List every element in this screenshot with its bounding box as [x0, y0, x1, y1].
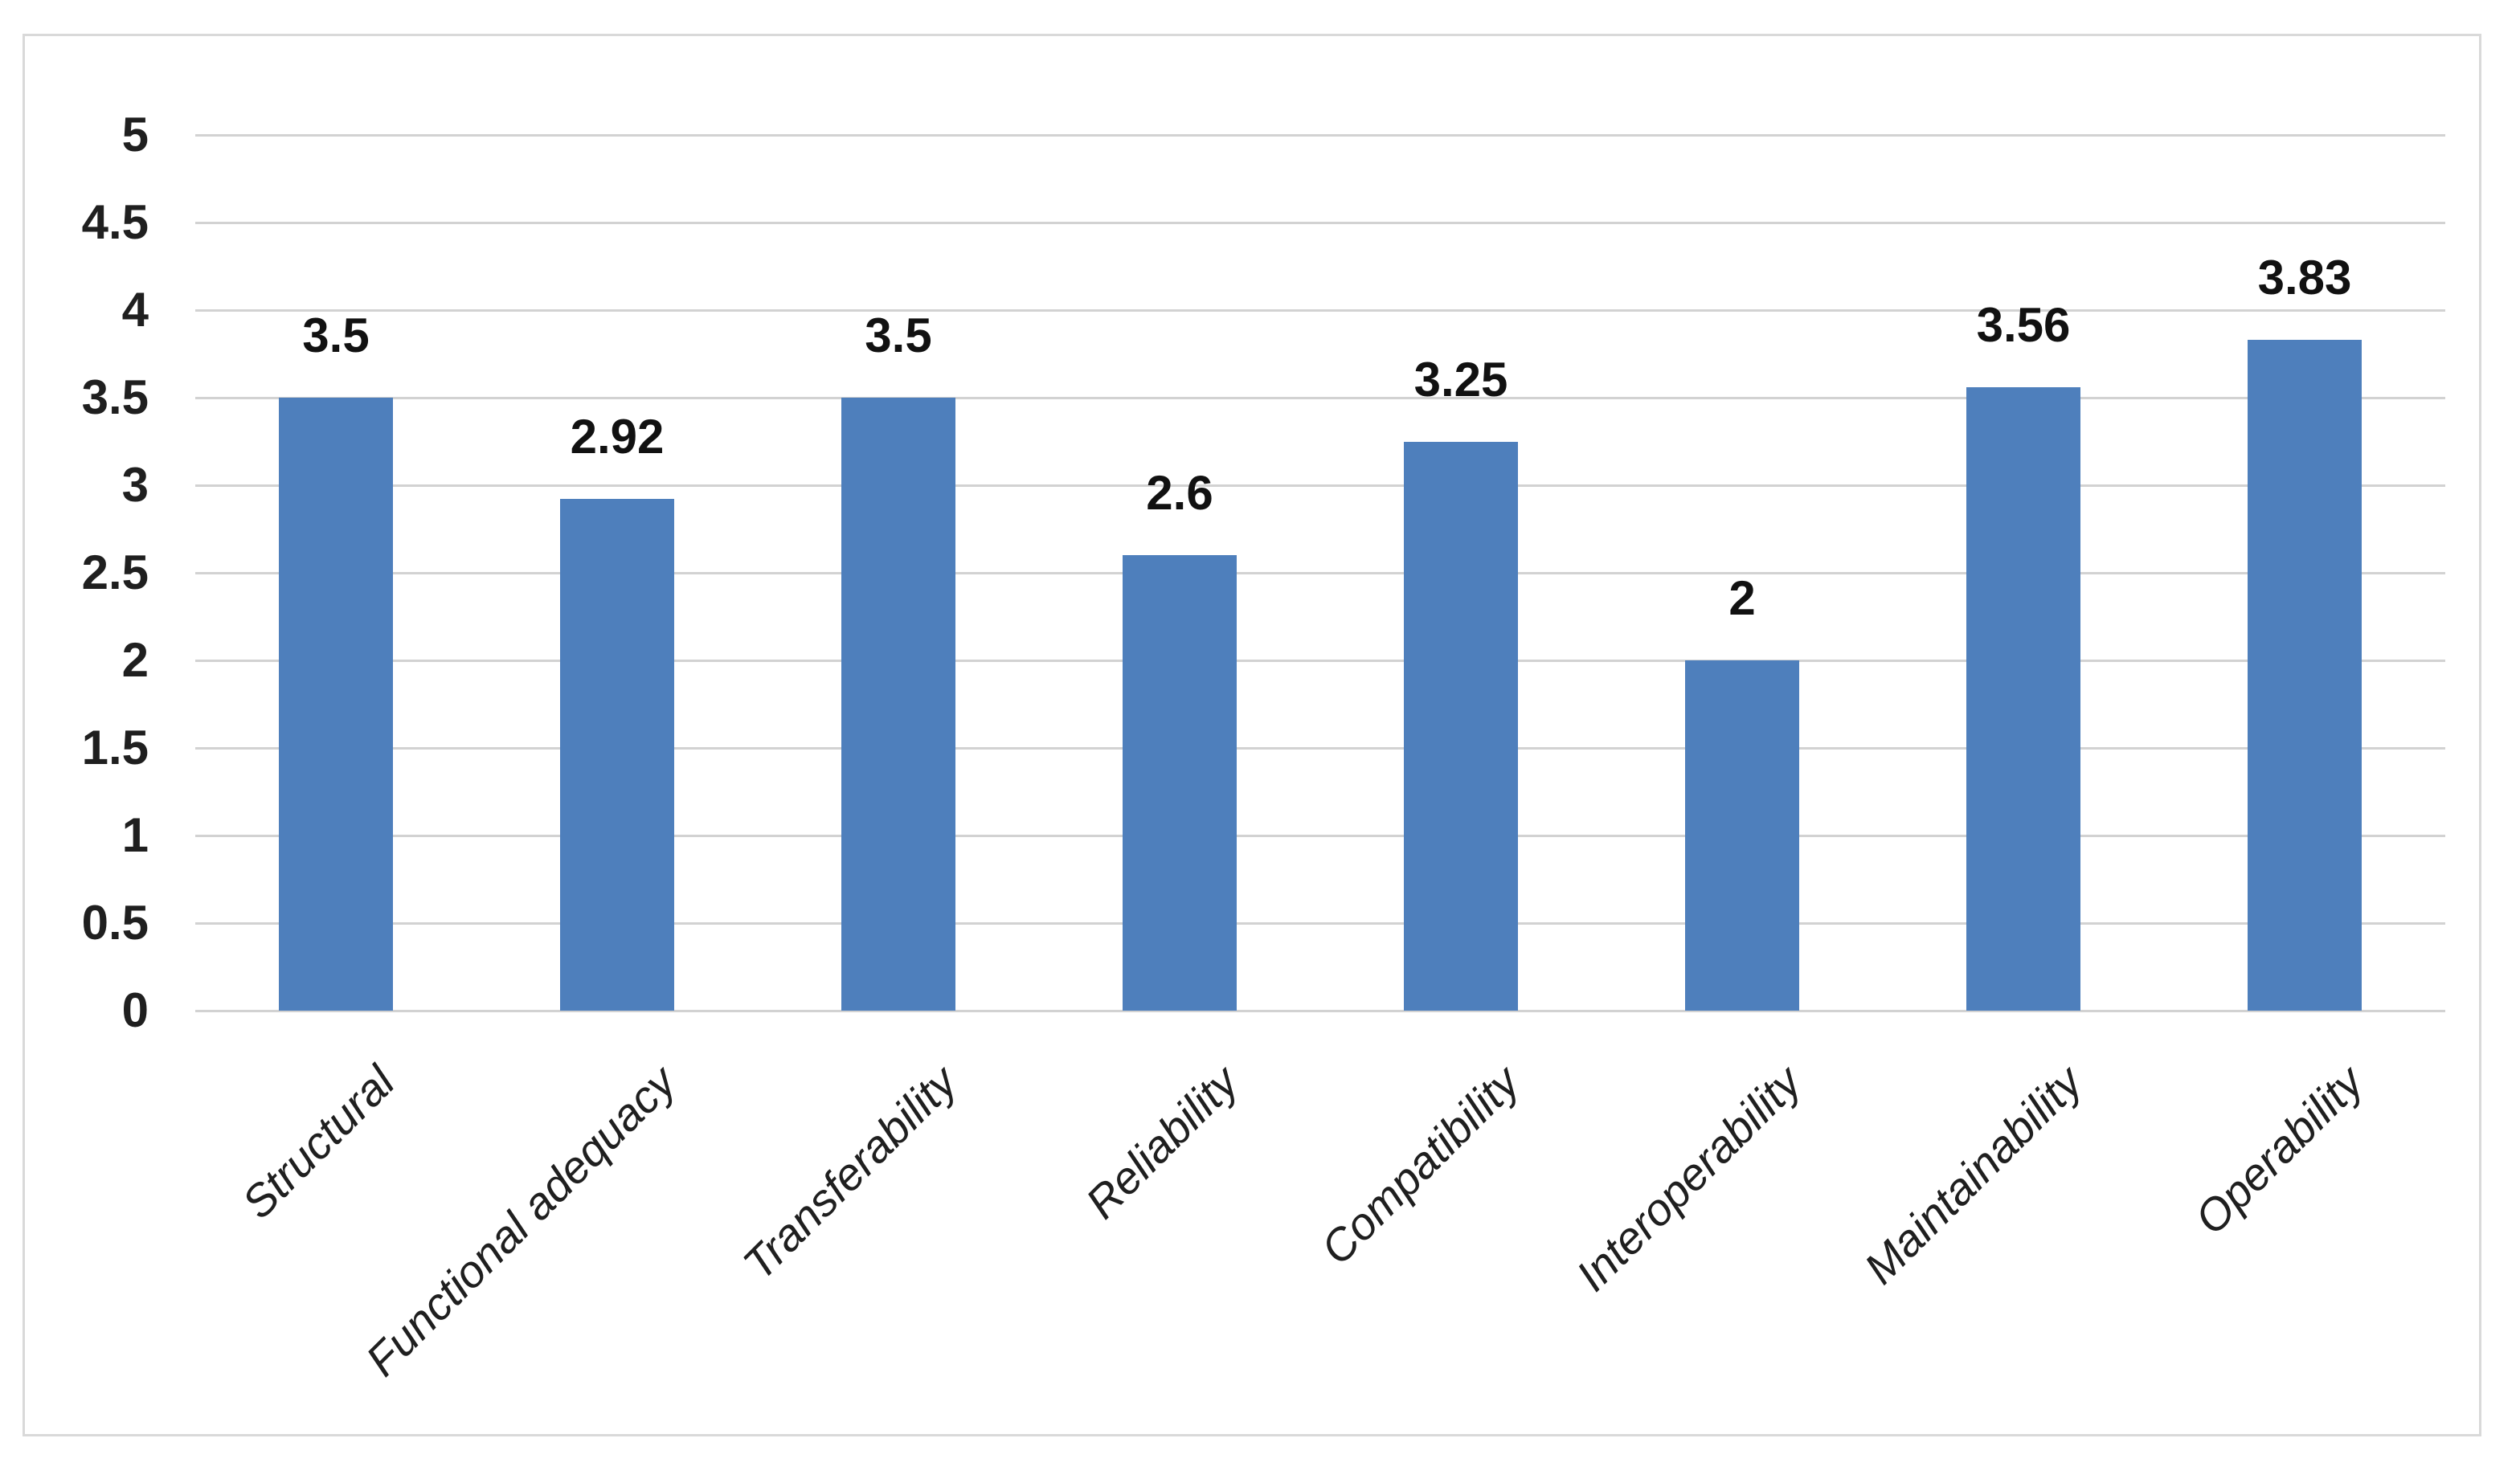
bar-reliability	[1123, 555, 1237, 1011]
bar-value-label: 3.56	[1976, 297, 2071, 352]
y-axis-tick-label: 0	[121, 983, 149, 1037]
x-axis-category-label: Functional adequacy	[356, 1056, 686, 1386]
gridline	[195, 747, 2445, 750]
y-axis-tick-label: 3	[121, 458, 149, 512]
bar-value-label: 3.5	[865, 308, 932, 362]
gridline	[195, 134, 2445, 137]
x-axis-category-label: Structural	[232, 1056, 405, 1228]
x-axis-category-label: Transferability	[733, 1056, 968, 1289]
bar-value-label: 3.83	[2257, 251, 2352, 305]
gridline	[195, 1010, 2445, 1012]
y-axis-tick-label: 2.5	[81, 545, 149, 599]
y-axis-tick-label: 4.5	[81, 195, 149, 249]
plot-area: 0 0.5 1 1.5 2 2.5 3 3.5 4 4.5 5 3.5 Structural 2.92 Fu…	[25, 36, 2479, 1434]
y-axis-tick-label: 1	[121, 808, 149, 862]
y-axis-tick-label: 4	[121, 283, 149, 337]
gridline	[195, 835, 2445, 837]
y-axis-tick-label: 5	[121, 108, 149, 161]
bar-value-label: 2.92	[570, 410, 665, 464]
x-axis-category-label: Reliability	[1076, 1056, 1249, 1228]
x-axis-category-label: Interoperability	[1565, 1056, 1811, 1301]
gridline	[195, 309, 2445, 312]
y-axis-tick-label: 1.5	[81, 721, 149, 774]
bar-operability	[2248, 340, 2362, 1011]
x-axis-category-label: Operability	[2185, 1056, 2374, 1244]
bar-functional-adequacy	[560, 499, 674, 1011]
bar-value-label: 2.6	[1146, 466, 1213, 521]
gridline	[195, 222, 2445, 224]
bar-value-label: 3.25	[1413, 352, 1508, 407]
bar-maintainability	[1966, 386, 2080, 1011]
y-axis-tick-label: 3.5	[81, 370, 149, 424]
bar-value-label: 2	[1728, 571, 1756, 625]
bar-transferability	[841, 398, 955, 1011]
bar-value-label: 3.5	[302, 308, 370, 362]
gridline	[195, 572, 2445, 574]
gridline	[195, 660, 2445, 662]
bar-compatibility	[1404, 441, 1518, 1011]
gridline	[195, 397, 2445, 399]
gridline	[195, 922, 2445, 925]
gridline	[195, 484, 2445, 487]
x-axis-category-label: Compatibility	[1311, 1056, 1530, 1274]
bar-interoperability	[1685, 660, 1799, 1011]
x-axis-category-label: Maintainability	[1854, 1056, 2092, 1294]
y-axis-tick-label: 0.5	[81, 896, 149, 950]
y-axis-tick-label: 2	[121, 633, 149, 687]
bar-structural	[279, 398, 393, 1011]
chart-frame: 0 0.5 1 1.5 2 2.5 3 3.5 4 4.5 5 3.5 Structural 2.92 Fu…	[22, 34, 2481, 1436]
